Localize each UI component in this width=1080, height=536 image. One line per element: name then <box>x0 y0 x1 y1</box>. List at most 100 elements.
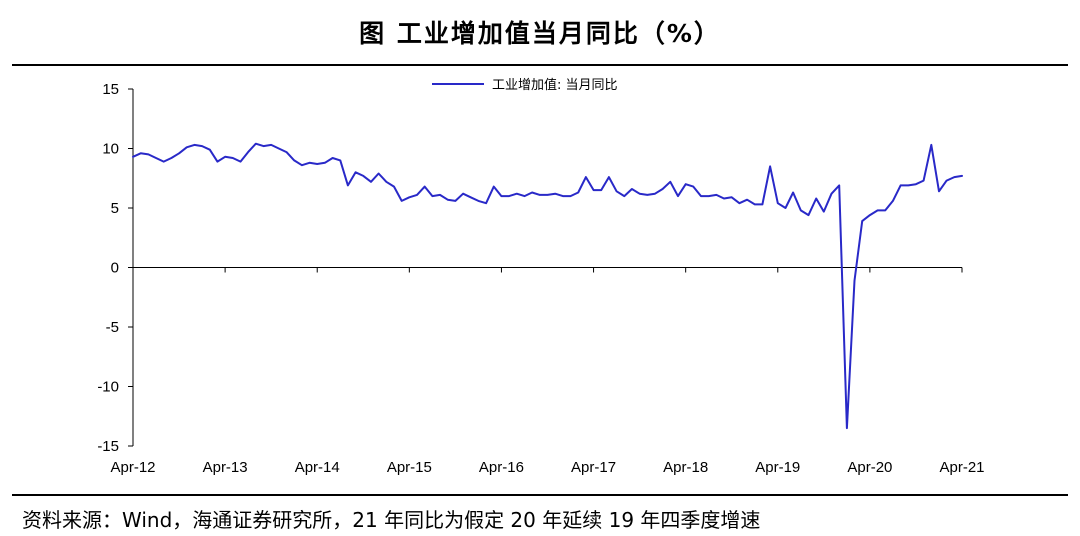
data-point <box>570 195 572 197</box>
chart-axes <box>133 89 962 446</box>
data-point <box>186 147 188 149</box>
data-point <box>846 427 848 429</box>
data-point <box>946 180 948 182</box>
data-point <box>163 161 165 163</box>
data-point <box>401 200 403 202</box>
data-point <box>363 175 365 177</box>
data-point <box>938 191 940 193</box>
data-point <box>201 145 203 147</box>
data-point <box>393 186 395 188</box>
data-point <box>693 186 695 188</box>
data-point <box>670 181 672 183</box>
data-point <box>386 181 388 183</box>
source-note: 资料来源：Wind，海通证券研究所，21 年同比为假定 20 年延续 19 年四… <box>22 500 760 536</box>
data-point <box>340 160 342 162</box>
x-tick-label: Apr-16 <box>479 459 524 476</box>
data-point <box>378 173 380 175</box>
data-point <box>148 154 150 156</box>
data-point <box>769 166 771 168</box>
x-tick-label: Apr-17 <box>571 459 616 476</box>
data-point <box>209 149 211 151</box>
data-point <box>470 197 472 199</box>
data-point <box>785 207 787 209</box>
data-point <box>915 183 917 185</box>
data-point <box>309 162 311 164</box>
series-line-industrial-value-added <box>133 144 962 428</box>
data-point <box>270 144 272 146</box>
data-point <box>332 157 334 159</box>
data-point <box>608 176 610 178</box>
data-point <box>524 195 526 197</box>
y-tick-label: -5 <box>106 319 119 336</box>
y-tick-label: -15 <box>97 438 119 455</box>
x-tick-label: Apr-21 <box>939 459 984 476</box>
x-tick-label: Apr-20 <box>847 459 892 476</box>
data-point <box>247 151 249 153</box>
data-point <box>731 197 733 199</box>
data-point <box>455 200 457 202</box>
data-point <box>370 181 372 183</box>
data-point <box>861 220 863 222</box>
data-point <box>869 214 871 216</box>
data-point <box>478 200 480 202</box>
data-point <box>424 186 426 188</box>
data-point <box>800 210 802 212</box>
data-point <box>900 185 902 187</box>
data-point <box>854 280 856 282</box>
data-point <box>677 195 679 197</box>
data-point <box>439 194 441 196</box>
data-point <box>923 180 925 182</box>
data-point <box>240 161 242 163</box>
data-point <box>831 193 833 195</box>
data-point <box>762 204 764 206</box>
data-point <box>508 195 510 197</box>
data-point <box>585 176 587 178</box>
data-point <box>462 193 464 195</box>
data-point <box>892 200 894 202</box>
y-tick-label: 5 <box>111 200 119 217</box>
data-point <box>931 144 933 146</box>
data-point <box>355 172 357 174</box>
x-tick-label: Apr-14 <box>295 459 340 476</box>
data-point <box>708 195 710 197</box>
data-point <box>808 214 810 216</box>
data-point <box>485 202 487 204</box>
data-point <box>347 185 349 187</box>
data-point <box>140 153 142 155</box>
data-point <box>884 210 886 212</box>
data-point <box>746 199 748 201</box>
data-point <box>155 157 157 159</box>
data-point <box>531 192 533 194</box>
data-point <box>171 157 173 159</box>
data-point <box>217 161 219 163</box>
source-note-text: 资料来源：Wind，海通证券研究所，21 年同比为假定 20 年延续 19 年四… <box>22 504 760 533</box>
data-point <box>777 202 779 204</box>
data-point <box>516 193 518 195</box>
data-point <box>877 210 879 212</box>
data-point <box>823 211 825 213</box>
data-point <box>662 188 664 190</box>
data-point <box>224 156 226 158</box>
data-point <box>654 193 656 195</box>
y-tick-label: 0 <box>111 260 119 277</box>
data-point <box>432 195 434 197</box>
data-point <box>616 191 618 193</box>
data-point <box>547 194 549 196</box>
data-point <box>838 185 840 187</box>
data-point <box>954 176 956 178</box>
data-point <box>908 185 910 187</box>
data-point <box>739 202 741 204</box>
data-point <box>792 192 794 194</box>
data-point <box>286 151 288 153</box>
data-point <box>631 188 633 190</box>
data-point <box>562 195 564 197</box>
data-point <box>600 189 602 191</box>
data-point <box>324 162 326 164</box>
data-point <box>178 153 180 155</box>
data-point <box>685 183 687 185</box>
data-point <box>754 204 756 206</box>
y-tick-label: 15 <box>102 81 119 98</box>
line-chart: 15 10 5 0 -5 -10 -15 Apr-12 Apr-13 Apr-14 Apr-15 Ap… <box>0 66 1080 494</box>
data-point <box>501 195 503 197</box>
y-tick-label: -10 <box>97 379 119 396</box>
